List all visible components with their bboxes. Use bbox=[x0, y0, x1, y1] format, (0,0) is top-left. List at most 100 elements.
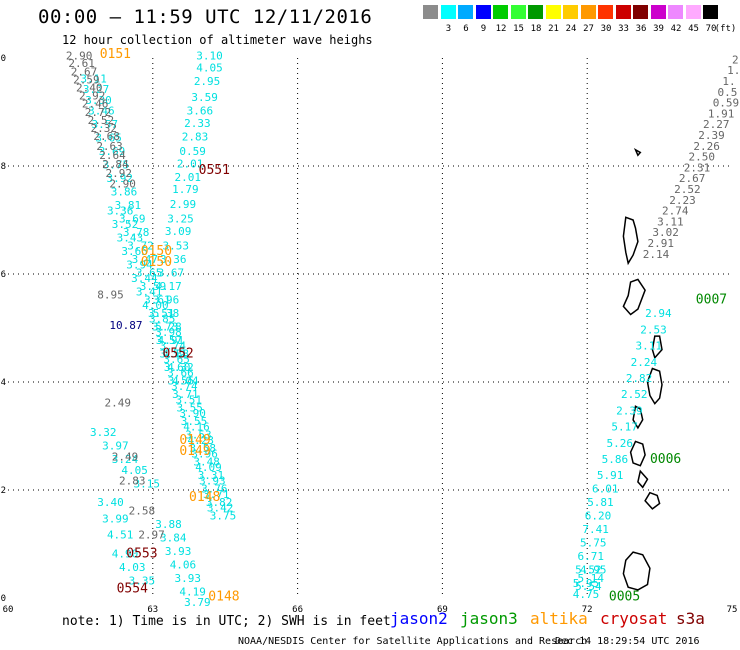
wave-height-label: 3.32 bbox=[90, 426, 117, 439]
pass-time-label: 0148 bbox=[189, 490, 220, 505]
wave-height-label: 2.33 bbox=[184, 117, 211, 130]
wave-height-label: 3.71 bbox=[203, 488, 230, 501]
wave-height-label: 3.73 bbox=[152, 321, 179, 334]
legend-swatch bbox=[685, 5, 701, 19]
wave-height-label: 4.06 bbox=[170, 558, 197, 571]
wave-height-label: 3.52 bbox=[112, 218, 139, 231]
wave-height-label: 5.26 bbox=[607, 437, 634, 450]
mission-s3a: s3a bbox=[676, 609, 705, 628]
wave-height-label: 2.92 bbox=[105, 167, 131, 180]
island-outline bbox=[644, 491, 661, 510]
y-tick-label: 2 bbox=[1, 486, 6, 496]
wave-height-label: 3.76 bbox=[201, 483, 228, 496]
legend-unit: (ft) bbox=[714, 24, 737, 34]
wave-height-label: 1. bbox=[727, 64, 740, 77]
wave-height-label: 2.01 bbox=[175, 171, 202, 184]
wave-height-label: 6.01 bbox=[592, 483, 619, 496]
legend-swatch bbox=[703, 5, 718, 19]
legend-label: 45 bbox=[688, 24, 699, 34]
legend-label: 36 bbox=[635, 24, 647, 34]
legend-swatch bbox=[615, 5, 631, 19]
wave-height-label: 3.27 bbox=[83, 83, 110, 96]
wave-height-label: 6.20 bbox=[585, 510, 612, 523]
wave-height-label: 2.82 bbox=[626, 372, 653, 385]
wave-height-label: 3.55 bbox=[176, 402, 203, 415]
y-tick-label: 8 bbox=[1, 162, 6, 172]
wave-height-label: 4.19 bbox=[179, 585, 206, 598]
wave-height-label: 8.95 bbox=[97, 288, 124, 301]
legend-swatch bbox=[493, 5, 508, 19]
legend-swatch bbox=[563, 5, 578, 19]
wave-height-label: 3.55 bbox=[181, 415, 208, 428]
wave-height-label: 3.24 bbox=[112, 453, 139, 466]
wave-height-label: 4.51 bbox=[107, 529, 133, 542]
wave-height-label: 0.59 bbox=[179, 145, 206, 158]
pass-time-label: 0551 bbox=[199, 163, 230, 178]
wave-height-label: 4.88 bbox=[162, 348, 189, 361]
wave-height-label: 2.39 bbox=[698, 129, 725, 142]
legend-swatch bbox=[545, 5, 561, 19]
wave-height-label: 3.42 bbox=[207, 502, 234, 515]
wave-height-label: 5.52 bbox=[575, 564, 602, 577]
wave-height-label: 2.14 bbox=[643, 248, 670, 261]
wave-height-label: 4.03 bbox=[119, 561, 146, 574]
wave-height-label: 6.71 bbox=[578, 550, 605, 563]
wave-height-label: 3.79 bbox=[184, 596, 211, 609]
mission-cryosat: cryosat bbox=[600, 609, 668, 628]
wave-height-label: 10.87 bbox=[109, 319, 142, 332]
wave-height-label: 1.79 bbox=[172, 183, 199, 196]
legend-label: 33 bbox=[618, 24, 629, 34]
wave-height-label: 3.02 bbox=[652, 226, 679, 239]
mission-jason3: jason3 bbox=[460, 609, 518, 628]
wave-height-label: 3.60 bbox=[164, 361, 191, 374]
wave-height-label: 2.61 bbox=[68, 57, 95, 70]
wave-height-label: 2.83 bbox=[182, 131, 209, 144]
wave-height-label: 4.00 bbox=[142, 299, 169, 312]
wave-height-label: 2.50 bbox=[689, 151, 716, 164]
wave-height-label: 3.36 bbox=[160, 253, 187, 266]
wave-height-label: 2.31 bbox=[684, 161, 711, 174]
wave-height-label: 3.58 bbox=[189, 442, 216, 455]
legend-swatch bbox=[423, 5, 438, 19]
wave-height-label: 3.72 bbox=[127, 240, 153, 253]
wave-height-label: 3.41 bbox=[136, 286, 163, 299]
wave-height-label: 4.32 bbox=[167, 361, 194, 374]
legend-label: 70 bbox=[705, 24, 717, 34]
legend-label: 30 bbox=[600, 24, 612, 34]
pass-time-label: 0554 bbox=[117, 582, 148, 597]
wave-height-label: 2.49 bbox=[105, 396, 131, 409]
island-outline bbox=[637, 469, 649, 489]
wave-height-label: 2.52 bbox=[88, 114, 115, 127]
wave-height-label: 2.49 bbox=[112, 450, 139, 463]
wave-height-label: 3.36 bbox=[107, 205, 133, 218]
legend-label: 3 bbox=[445, 24, 452, 34]
island-outline bbox=[622, 216, 639, 266]
wave-height-label: 3.92 bbox=[106, 172, 132, 185]
wave-height-label: 3.35 bbox=[129, 575, 156, 588]
wave-height-label: 4.91 bbox=[158, 334, 185, 347]
generation-timestamp: Dec 14 18:29:54 UTC 2016 bbox=[555, 636, 700, 647]
pass-time-label: 0007 bbox=[696, 293, 727, 308]
wave-height-label: 2.84 bbox=[102, 158, 129, 171]
pass-time-label: 0553 bbox=[126, 547, 157, 562]
y-tick-label: 0 bbox=[1, 594, 6, 604]
wave-height-label: 4.05 bbox=[196, 62, 223, 75]
wave-height-label: 3.31 bbox=[198, 469, 225, 482]
wave-height-label: 0.5 bbox=[718, 86, 738, 99]
legend-label: 9 bbox=[480, 24, 487, 34]
legend-label: 6 bbox=[463, 24, 469, 34]
wave-height-label: 3.81 bbox=[115, 199, 142, 212]
legend-swatch bbox=[598, 5, 613, 19]
wave-height-label: 3.98 bbox=[155, 326, 182, 339]
pass-time-label: 0006 bbox=[650, 452, 681, 467]
wave-height-label: 3.82 bbox=[206, 496, 233, 509]
wave-height-label: 4.09 bbox=[195, 461, 222, 474]
wave-height-label: 2.74 bbox=[662, 205, 689, 218]
wave-height-label: 2.63 bbox=[96, 140, 123, 153]
wave-height-label: 2. bbox=[732, 53, 740, 66]
wave-height-label: 3.96 bbox=[153, 294, 180, 307]
wave-height-label: 2.97 bbox=[138, 529, 165, 542]
wave-height-label: 3.94 bbox=[126, 259, 153, 272]
wave-height-label: 2.59 bbox=[73, 73, 100, 86]
wave-height-label: 2.92 bbox=[79, 90, 106, 103]
